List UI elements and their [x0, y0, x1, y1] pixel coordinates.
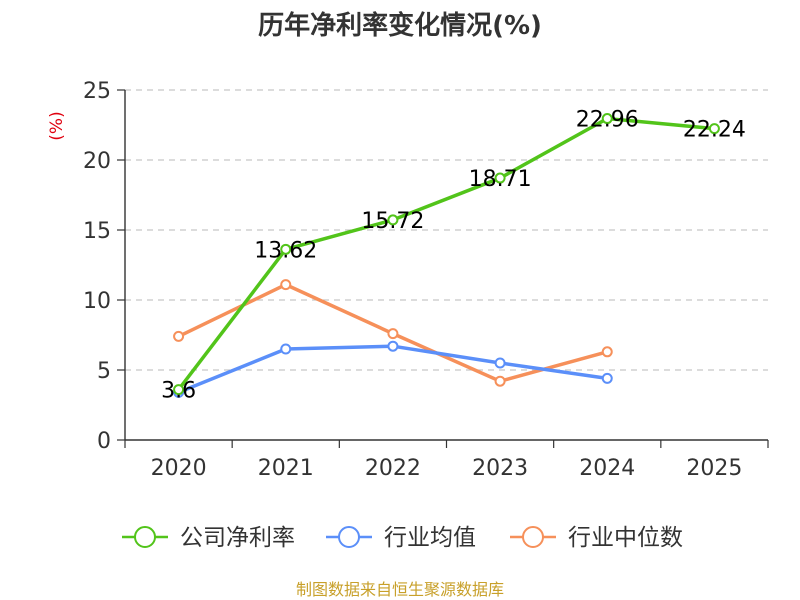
series-line-1 [177, 344, 608, 395]
data-label: 13.62 [254, 238, 317, 263]
data-point [280, 243, 292, 255]
series-lines [173, 113, 720, 398]
data-point [494, 172, 506, 184]
data-point [280, 279, 292, 291]
source-note: 制图数据来自恒生聚源数据库 [296, 580, 504, 599]
y-tick-label: 5 [97, 359, 111, 384]
data-point [280, 343, 292, 355]
legend-label: 公司净利率 [180, 525, 295, 551]
data-point [494, 375, 506, 387]
data-label: 3.6 [161, 379, 196, 404]
legend-marker [338, 526, 360, 548]
data-point [173, 384, 185, 396]
data-point [494, 357, 506, 369]
x-tick-label: 2023 [472, 456, 528, 481]
data-labels: 3.6 13.62 15.72 18.71 22.96 22.24 [161, 108, 746, 404]
data-point [708, 123, 720, 135]
y-tick-label: 15 [83, 219, 111, 244]
data-point [601, 346, 613, 358]
data-point [173, 330, 185, 342]
y-tick-label: 20 [83, 149, 111, 174]
x-tick-label: 2022 [365, 456, 421, 481]
data-point [601, 113, 613, 125]
x-tick-label: 2021 [258, 456, 314, 481]
data-label: 15.72 [361, 209, 424, 234]
legend-marker [134, 526, 156, 548]
x-tick-label: 2025 [686, 456, 742, 481]
data-label: 18.71 [469, 167, 532, 192]
data-label: 22.96 [576, 108, 639, 133]
y-tick-label: 25 [83, 79, 111, 104]
y-axis-label: (%) [47, 111, 67, 140]
series-line-0 [177, 116, 715, 391]
data-point [387, 214, 399, 226]
y-tick-label: 10 [83, 289, 111, 314]
data-label: 22.24 [683, 118, 746, 143]
data-point [387, 340, 399, 352]
gridlines [125, 89, 768, 371]
x-tick-label: 2020 [151, 456, 207, 481]
legend-label: 行业均值 [384, 525, 476, 551]
x-tick-label: 2024 [579, 456, 635, 481]
chart-title: 历年净利率变化情况(%) [258, 10, 542, 41]
legend-marker [522, 526, 544, 548]
legend-label: 行业中位数 [568, 525, 683, 551]
data-point [387, 328, 399, 340]
legend: 公司净利率 行业均值 行业中位数 [122, 525, 683, 551]
y-tick-label: 0 [97, 429, 111, 454]
data-point [601, 372, 613, 384]
